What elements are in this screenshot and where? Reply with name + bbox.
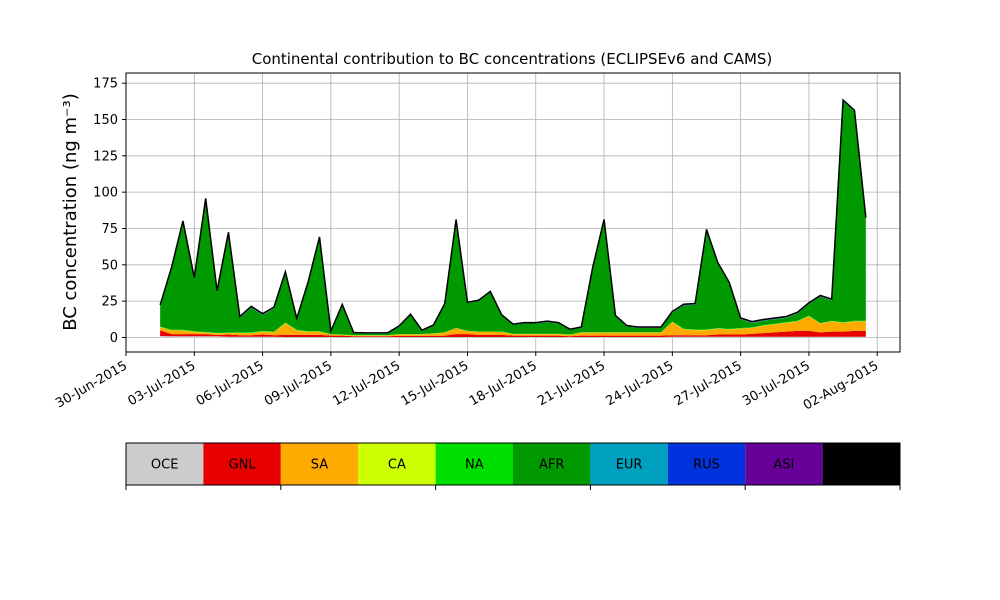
legend-swatch-asi (745, 443, 823, 485)
legend-swatch-rus (667, 443, 746, 485)
area-eur (160, 101, 866, 334)
y-axis-label: BC concentration (ng m⁻³) (60, 93, 81, 331)
y-tick-label: 25 (101, 295, 118, 310)
area-asi (160, 100, 866, 334)
area-afr (160, 101, 866, 336)
legend-swatch-oce (126, 443, 204, 485)
stacked-areas (159, 98, 867, 338)
area-gnl (160, 330, 866, 338)
legend-swatch-afr (513, 443, 591, 485)
x-tick-label: 18-Jul-2015 (467, 358, 540, 409)
y-tick-label: 100 (93, 186, 118, 201)
total-line (159, 98, 867, 334)
y-tick-label: 125 (93, 149, 118, 164)
legend-label-ca: CA (388, 458, 406, 473)
x-tick-label: 15-Jul-2015 (399, 358, 472, 409)
legend-label-aus: AUS (848, 458, 875, 473)
legend-label-sa: SA (311, 458, 328, 473)
legend-label-rus: RUS (693, 458, 720, 473)
x-tick-label: 21-Jul-2015 (535, 358, 608, 409)
legend-swatch-gnl (203, 443, 281, 485)
legend-label-gnl: GNL (229, 458, 257, 473)
grid-layer (125, 73, 900, 352)
axes (125, 72, 901, 353)
y-tick-label: 75 (101, 222, 118, 237)
x-tick-label: 24-Jul-2015 (604, 358, 677, 409)
y-tick-label: 0 (110, 331, 118, 346)
legend-label-na: NA (465, 458, 484, 473)
y-tick-label: 175 (93, 77, 118, 92)
x-tick-label: 27-Jul-2015 (672, 358, 745, 409)
x-tick-label: 03-Jul-2015 (125, 358, 198, 409)
legend-swatch-na (435, 443, 513, 485)
x-tick-label: 06-Jul-2015 (194, 358, 267, 409)
area-aus (160, 100, 866, 333)
x-tick-label: 30-Jun-2015 (53, 358, 130, 411)
legend-label-afr: AFR (539, 458, 564, 473)
plot-frame (125, 72, 901, 353)
legend-swatch-eur (590, 443, 668, 485)
legend-swatch-aus (822, 443, 900, 485)
legend-frame (125, 442, 901, 486)
legend-label-asi: ASI (773, 458, 794, 473)
chart-title: Continental contribution to BC concentra… (252, 50, 773, 68)
legend-swatch-ca (358, 443, 436, 485)
area-sa (160, 316, 866, 337)
y-tick-label: 50 (101, 258, 118, 273)
x-tick-label: 09-Jul-2015 (262, 358, 335, 409)
y-tick-label: 150 (93, 113, 118, 128)
area-rus (160, 100, 866, 334)
legend: OCE GNL SA CA NA AFR EUR RUS ASI AUS (125, 442, 901, 490)
legend-label-eur: EUR (616, 458, 643, 473)
x-tick-label: 02-Aug-2015 (801, 358, 881, 413)
x-tick-label: 12-Jul-2015 (330, 358, 403, 409)
legend-label-oce: OCE (151, 458, 179, 473)
area-oce (160, 336, 866, 338)
legend-swatch-sa (280, 443, 359, 485)
